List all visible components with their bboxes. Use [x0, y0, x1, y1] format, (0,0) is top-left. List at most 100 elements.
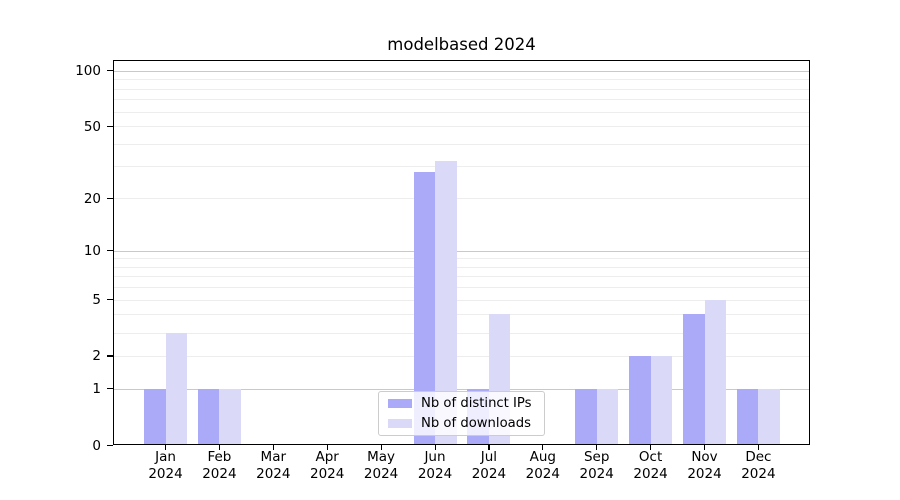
legend: Nb of distinct IPs Nb of downloads: [378, 391, 545, 436]
x-tick-mark: [650, 445, 652, 450]
y-gridline-minor: [114, 258, 809, 260]
y-tick-label: 50: [83, 118, 101, 135]
y-tick-mark: [107, 444, 113, 446]
x-tick-label: Nov 2024: [673, 449, 737, 482]
x-tick-label: Aug 2024: [511, 449, 575, 482]
bar-downloads: [596, 388, 619, 444]
y-gridline-minor: [114, 287, 809, 289]
x-tick-mark: [218, 445, 221, 450]
y-gridline-minor: [114, 355, 809, 357]
x-tick-label: Jan 2024: [134, 449, 198, 482]
legend-item-distinct-ips: Nb of distinct IPs: [388, 396, 535, 412]
x-tick-mark: [542, 445, 544, 450]
bar-downloads: [435, 161, 457, 444]
bar-downloads: [650, 355, 673, 444]
x-tick-mark: [326, 445, 328, 450]
x-tick-year: 2024: [741, 465, 776, 482]
y-tick-label: 10: [83, 243, 101, 260]
x-tick-month: Mar: [260, 449, 287, 465]
x-tick-mark: [272, 445, 274, 450]
x-tick-label: Mar 2024: [241, 449, 305, 482]
chart-title: modelbased 2024: [387, 35, 536, 54]
x-tick-year: 2024: [525, 465, 560, 482]
y-tick-mark: [107, 299, 113, 301]
x-tick-month: Aug: [529, 449, 556, 465]
y-gridline-minor: [114, 126, 809, 128]
legend-swatch-downloads-icon: [388, 418, 412, 428]
y-tick-mark: [107, 388, 113, 390]
x-tick-mark: [704, 445, 706, 450]
bar-distinct-ips: [413, 171, 435, 444]
x-tick-mark: [488, 445, 490, 450]
y-gridline-minor: [114, 79, 809, 81]
y-gridline-major: [114, 250, 809, 252]
y-gridline-minor: [114, 99, 809, 101]
y-gridline-minor: [114, 332, 809, 334]
y-tick-mark: [107, 355, 113, 357]
y-gridline-minor: [114, 266, 809, 268]
x-tick-year: 2024: [687, 465, 722, 482]
x-tick-label: Jul 2024: [457, 449, 521, 482]
y-gridline-minor: [114, 111, 809, 113]
x-tick-month: Apr: [315, 449, 339, 465]
x-tick-mark: [757, 445, 760, 450]
x-tick-year: 2024: [202, 465, 237, 482]
legend-item-downloads: Nb of downloads: [388, 416, 535, 432]
legend-label-distinct-ips: Nb of distinct IPs: [421, 396, 532, 412]
y-tick-label: 0: [92, 437, 101, 454]
bar-downloads: [219, 388, 241, 444]
x-tick-label: Jun 2024: [403, 449, 467, 482]
y-tick-mark: [107, 250, 113, 252]
bar-distinct-ips: [575, 388, 597, 444]
y-gridline-minor: [114, 314, 809, 316]
x-tick-label: Oct 2024: [619, 449, 683, 482]
y-tick-label: 5: [92, 292, 101, 309]
x-tick-label: Feb 2024: [187, 449, 251, 482]
x-tick-year: 2024: [633, 465, 668, 482]
bar-distinct-ips: [144, 388, 166, 444]
y-tick-label: 1: [92, 381, 101, 398]
bar-distinct-ips: [736, 388, 759, 444]
y-gridline-minor: [114, 143, 809, 145]
x-tick-year: 2024: [148, 465, 183, 482]
y-gridline-minor: [114, 276, 809, 278]
y-tick-label: 20: [83, 190, 101, 207]
x-tick-year: 2024: [471, 465, 507, 482]
x-tick-year: 2024: [256, 465, 291, 482]
x-tick-month: Nov: [691, 449, 718, 465]
y-tick-mark: [107, 197, 113, 199]
x-tick-year: 2024: [310, 465, 345, 482]
x-tick-month: Oct: [638, 449, 663, 465]
bar-distinct-ips: [197, 388, 220, 444]
y-gridline-minor: [114, 88, 809, 90]
x-tick-label: Dec 2024: [726, 449, 790, 482]
y-gridline-major: [114, 388, 809, 390]
x-tick-mark: [434, 445, 436, 450]
legend-swatch-distinct-ips-icon: [388, 399, 412, 409]
x-tick-year: 2024: [417, 465, 453, 482]
x-tick-month: Sep: [583, 449, 610, 465]
x-tick-month: Jan: [155, 449, 176, 465]
x-tick-year: 2024: [363, 465, 399, 482]
y-gridline-minor: [114, 166, 809, 168]
y-gridline-minor: [114, 299, 809, 301]
x-tick-month: Feb: [207, 449, 232, 465]
x-tick-year: 2024: [579, 465, 614, 482]
y-gridline-major: [114, 70, 809, 72]
x-tick-label: Apr 2024: [295, 449, 359, 482]
x-tick-label: Sep 2024: [565, 449, 629, 482]
bar-distinct-ips: [683, 314, 705, 444]
x-tick-month: Dec: [745, 449, 772, 465]
bar-distinct-ips: [629, 355, 651, 444]
x-tick-month: Jun: [424, 449, 446, 465]
bar-downloads: [758, 388, 780, 444]
legend-label-downloads: Nb of downloads: [421, 415, 531, 431]
y-tick-mark: [107, 70, 113, 72]
x-tick-month: May: [367, 449, 396, 465]
y-tick-label: 2: [92, 348, 101, 365]
x-tick-month: Jul: [480, 449, 498, 465]
y-gridline-minor: [114, 198, 809, 200]
bar-downloads: [704, 299, 726, 444]
x-tick-mark: [596, 445, 598, 450]
